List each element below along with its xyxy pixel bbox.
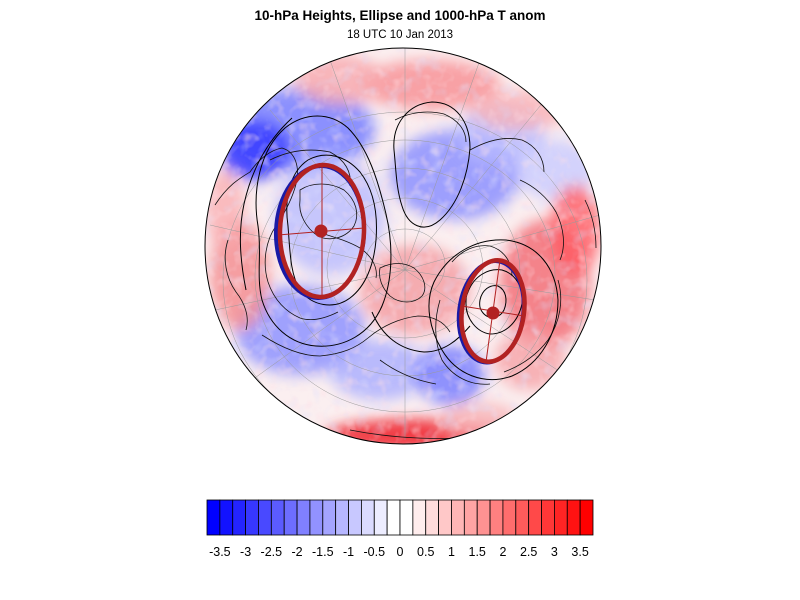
colorbar-box [399,499,414,536]
colorbar-tick-label: -3.5 [209,545,231,559]
colorbar-tick-label: -0.5 [363,545,385,559]
colorbar-box [438,499,452,536]
colorbar-box [528,499,542,536]
colorbar-box [451,499,465,536]
colorbar-box [283,499,298,536]
colorbar-tick-label: -1 [343,545,354,559]
colorbar-box [412,499,427,536]
map-border [204,47,602,445]
chart-title: 10-hPa Heights, Ellipse and 1000-hPa T a… [254,8,546,23]
colorbar-box [245,499,259,536]
height-contours [239,101,559,380]
colorbar-box [335,499,349,536]
colorbar-box [579,499,594,536]
colorbar-box [476,499,491,536]
temperature-anomaly-field [205,48,601,444]
colorbar-box [463,499,478,536]
colorbar-boxes [206,499,594,536]
colorbar-box [502,499,517,536]
colorbar-tick-labels: -3.5 -3 -2.5 -2 -1.5 -1 -0.5 0 0.5 1 1.5 2 2.5 3 3.5 [209,545,589,559]
colorbar-tick-label: 0.5 [417,545,434,559]
coastlines [214,111,597,439]
colorbar-box [232,499,246,536]
colorbar-box [515,499,530,536]
colorbar-box [206,499,221,536]
colorbar-tick-label: 1.5 [469,545,486,559]
colorbar-tick-label: -3 [240,545,251,559]
colorbar-box [348,499,362,536]
colorbar-box [322,499,337,536]
colorbar-box [566,499,581,536]
colorbar-tick-label: 1 [448,545,455,559]
colorbar-box [360,499,375,536]
colorbar-box [554,499,568,536]
colorbar-box [258,499,272,536]
colorbar-tick-label: 3 [551,545,558,559]
colorbar-box [373,499,388,536]
ellipse-2 [456,258,527,365]
colorbar-tick-label: 2.5 [520,545,537,559]
colorbar-box [219,499,234,536]
colorbar-tick-label: 0 [397,545,404,559]
chart-subtitle: 18 UTC 10 Jan 2013 [346,29,454,41]
ellipse-1 [273,162,367,300]
colorbar-tick-label: -1.5 [312,545,334,559]
colorbar-box [425,499,440,536]
colorbar-tick-label: -2 [292,545,303,559]
colorbar-box [309,499,324,536]
colorbar-tick-label: -2.5 [261,545,283,559]
colorbar-box [296,499,311,536]
colorbar-box [541,499,555,536]
colorbar-box [386,499,401,536]
colorbar-box [270,499,285,536]
colorbar-tick-label: 2 [499,545,506,559]
colorbar-box [489,499,504,536]
colorbar-tick-label: 3.5 [571,545,588,559]
